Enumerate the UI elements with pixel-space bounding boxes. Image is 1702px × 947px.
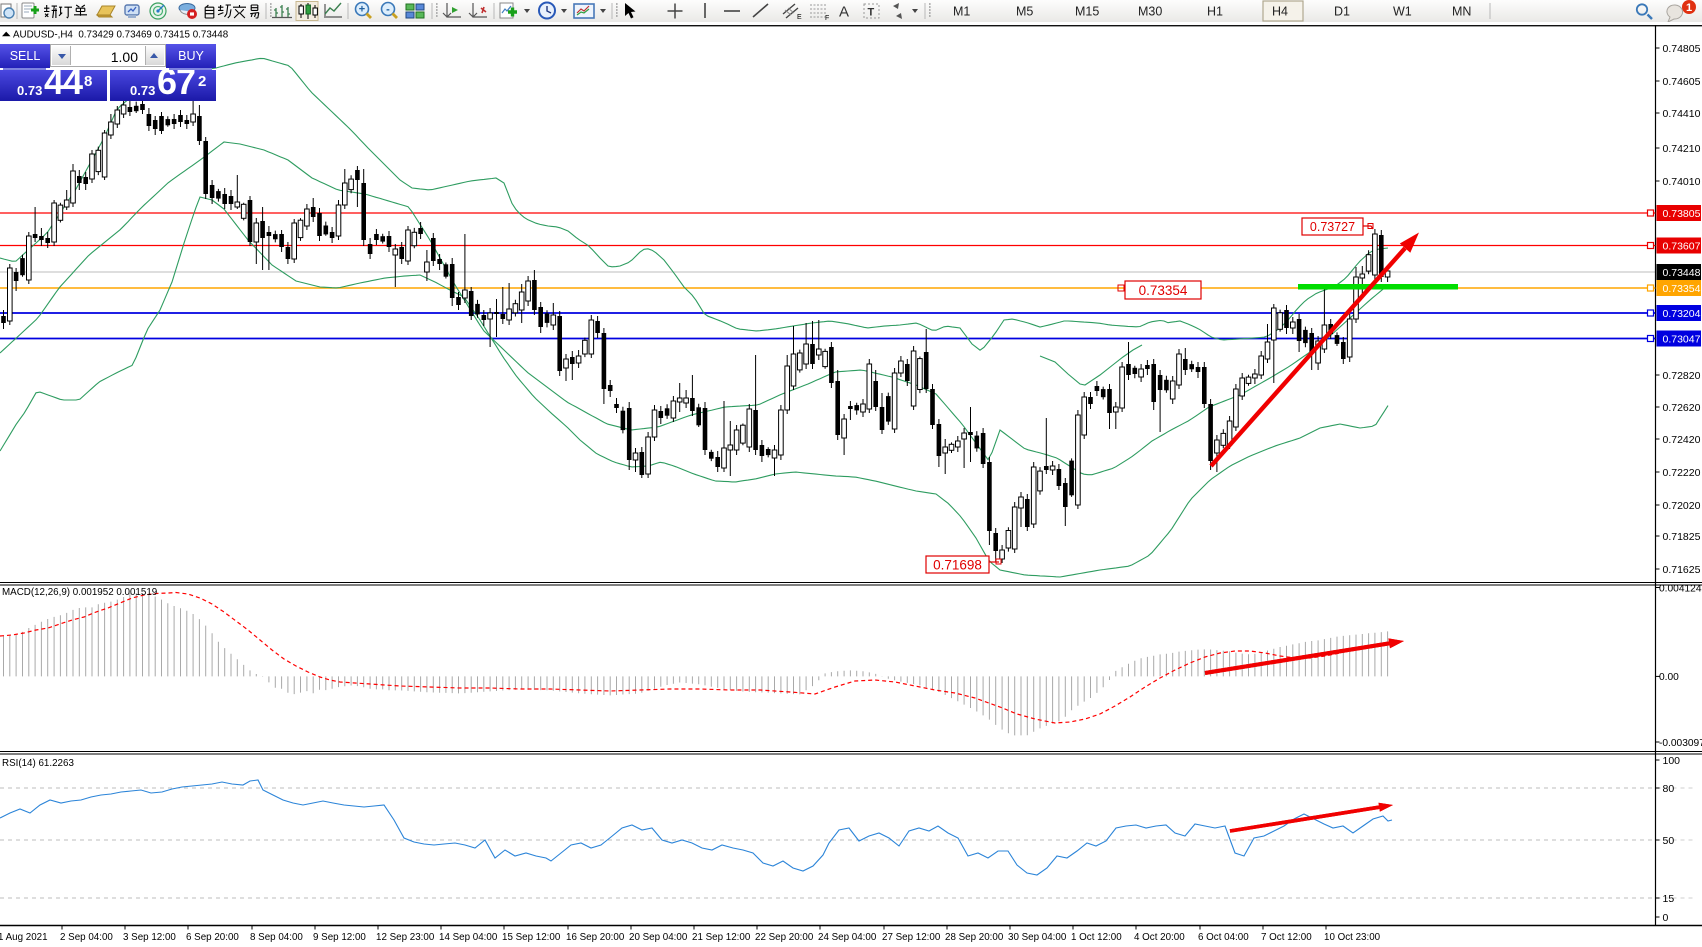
svg-text:0.73448: 0.73448 (1663, 267, 1701, 279)
svg-text:6 Oct 04:00: 6 Oct 04:00 (1198, 932, 1249, 943)
svg-text:0.72420: 0.72420 (1663, 434, 1701, 446)
svg-text:T: T (868, 7, 875, 19)
svg-text:2 Sep 04:00: 2 Sep 04:00 (60, 932, 113, 943)
svg-text:80: 80 (1663, 783, 1675, 795)
svg-text:-0.003097: -0.003097 (1659, 738, 1702, 749)
svg-text:0.73805: 0.73805 (1663, 208, 1701, 220)
svg-text:15 Sep 12:00: 15 Sep 12:00 (502, 932, 561, 943)
svg-text:8 Sep 04:00: 8 Sep 04:00 (250, 932, 303, 943)
svg-text:0.71825: 0.71825 (1663, 531, 1701, 543)
svg-text:15: 15 (1663, 893, 1675, 905)
svg-text:W1: W1 (1393, 5, 1412, 19)
svg-text:28 Sep 20:00: 28 Sep 20:00 (945, 932, 1004, 943)
svg-text:0.73354: 0.73354 (1139, 283, 1188, 298)
svg-text:10 Oct 23:00: 10 Oct 23:00 (1324, 932, 1381, 943)
svg-text:D1: D1 (1334, 5, 1350, 19)
svg-text:0.73204: 0.73204 (1663, 308, 1701, 320)
svg-text:F: F (825, 15, 829, 22)
svg-text:12 Sep 23:00: 12 Sep 23:00 (376, 932, 435, 943)
svg-text:0.00: 0.00 (1659, 672, 1679, 683)
svg-text:H4: H4 (1272, 5, 1288, 19)
svg-text:E: E (797, 14, 802, 21)
svg-text:AUDUSD-,H4 0.73429 0.73469 0.: AUDUSD-,H4 0.73429 0.73469 0.73415 0.734… (13, 30, 229, 41)
svg-text:0.74410: 0.74410 (1663, 108, 1701, 120)
svg-text:H1: H1 (1207, 5, 1223, 19)
svg-text:100: 100 (1663, 755, 1681, 767)
svg-text:0.72020: 0.72020 (1663, 500, 1701, 512)
svg-text:4 Oct 20:00: 4 Oct 20:00 (1134, 932, 1185, 943)
svg-text:0.73354: 0.73354 (1663, 283, 1701, 295)
svg-text:0.73607: 0.73607 (1663, 241, 1701, 253)
svg-text:0.004124: 0.004124 (1659, 583, 1702, 594)
svg-text:RSI(14) 61.2263: RSI(14) 61.2263 (2, 758, 74, 769)
svg-text:50: 50 (1663, 835, 1675, 847)
svg-text:0.71625: 0.71625 (1663, 564, 1701, 576)
svg-text:A: A (839, 4, 849, 21)
svg-text:0.72620: 0.72620 (1663, 402, 1701, 414)
svg-text:7 Oct 12:00: 7 Oct 12:00 (1261, 932, 1312, 943)
svg-text:1 Aug 2021: 1 Aug 2021 (0, 932, 48, 943)
svg-text:20 Sep 04:00: 20 Sep 04:00 (629, 932, 688, 943)
svg-text:0.72220: 0.72220 (1663, 467, 1701, 479)
svg-text:MACD(12,26,9) 0.001952 0.00151: MACD(12,26,9) 0.001952 0.001519 (2, 587, 157, 598)
svg-text:6 Sep 20:00: 6 Sep 20:00 (186, 932, 239, 943)
svg-text:0.73047: 0.73047 (1663, 334, 1701, 346)
svg-text:M1: M1 (953, 5, 970, 19)
svg-text:9 Sep 12:00: 9 Sep 12:00 (313, 932, 366, 943)
svg-text:M30: M30 (1138, 5, 1162, 19)
svg-text:M5: M5 (1016, 5, 1033, 19)
svg-text:+: + (359, 4, 365, 16)
svg-text:-: - (386, 4, 390, 16)
svg-text:0.74010: 0.74010 (1663, 176, 1701, 188)
svg-text:1: 1 (1686, 2, 1692, 14)
svg-text:30 Sep 04:00: 30 Sep 04:00 (1008, 932, 1067, 943)
svg-text:14 Sep 04:00: 14 Sep 04:00 (439, 932, 498, 943)
svg-text:0.74805: 0.74805 (1663, 43, 1701, 55)
svg-text:27 Sep 12:00: 27 Sep 12:00 (882, 932, 941, 943)
svg-text:1 Oct 12:00: 1 Oct 12:00 (1071, 932, 1122, 943)
svg-text:3 Sep 12:00: 3 Sep 12:00 (123, 932, 176, 943)
svg-text:M15: M15 (1075, 5, 1099, 19)
svg-text:MN: MN (1452, 5, 1471, 19)
svg-text:0.72820: 0.72820 (1663, 370, 1701, 382)
svg-text:16 Sep 20:00: 16 Sep 20:00 (566, 932, 625, 943)
svg-text:0: 0 (1663, 912, 1669, 924)
svg-text:24 Sep 04:00: 24 Sep 04:00 (818, 932, 877, 943)
svg-text:22 Sep 20:00: 22 Sep 20:00 (755, 932, 814, 943)
svg-text:0.74210: 0.74210 (1663, 143, 1701, 155)
svg-text:0.74605: 0.74605 (1663, 76, 1701, 88)
svg-text:0.73727: 0.73727 (1310, 220, 1355, 234)
svg-text:21 Sep 12:00: 21 Sep 12:00 (692, 932, 751, 943)
svg-text:0.71698: 0.71698 (933, 557, 982, 572)
